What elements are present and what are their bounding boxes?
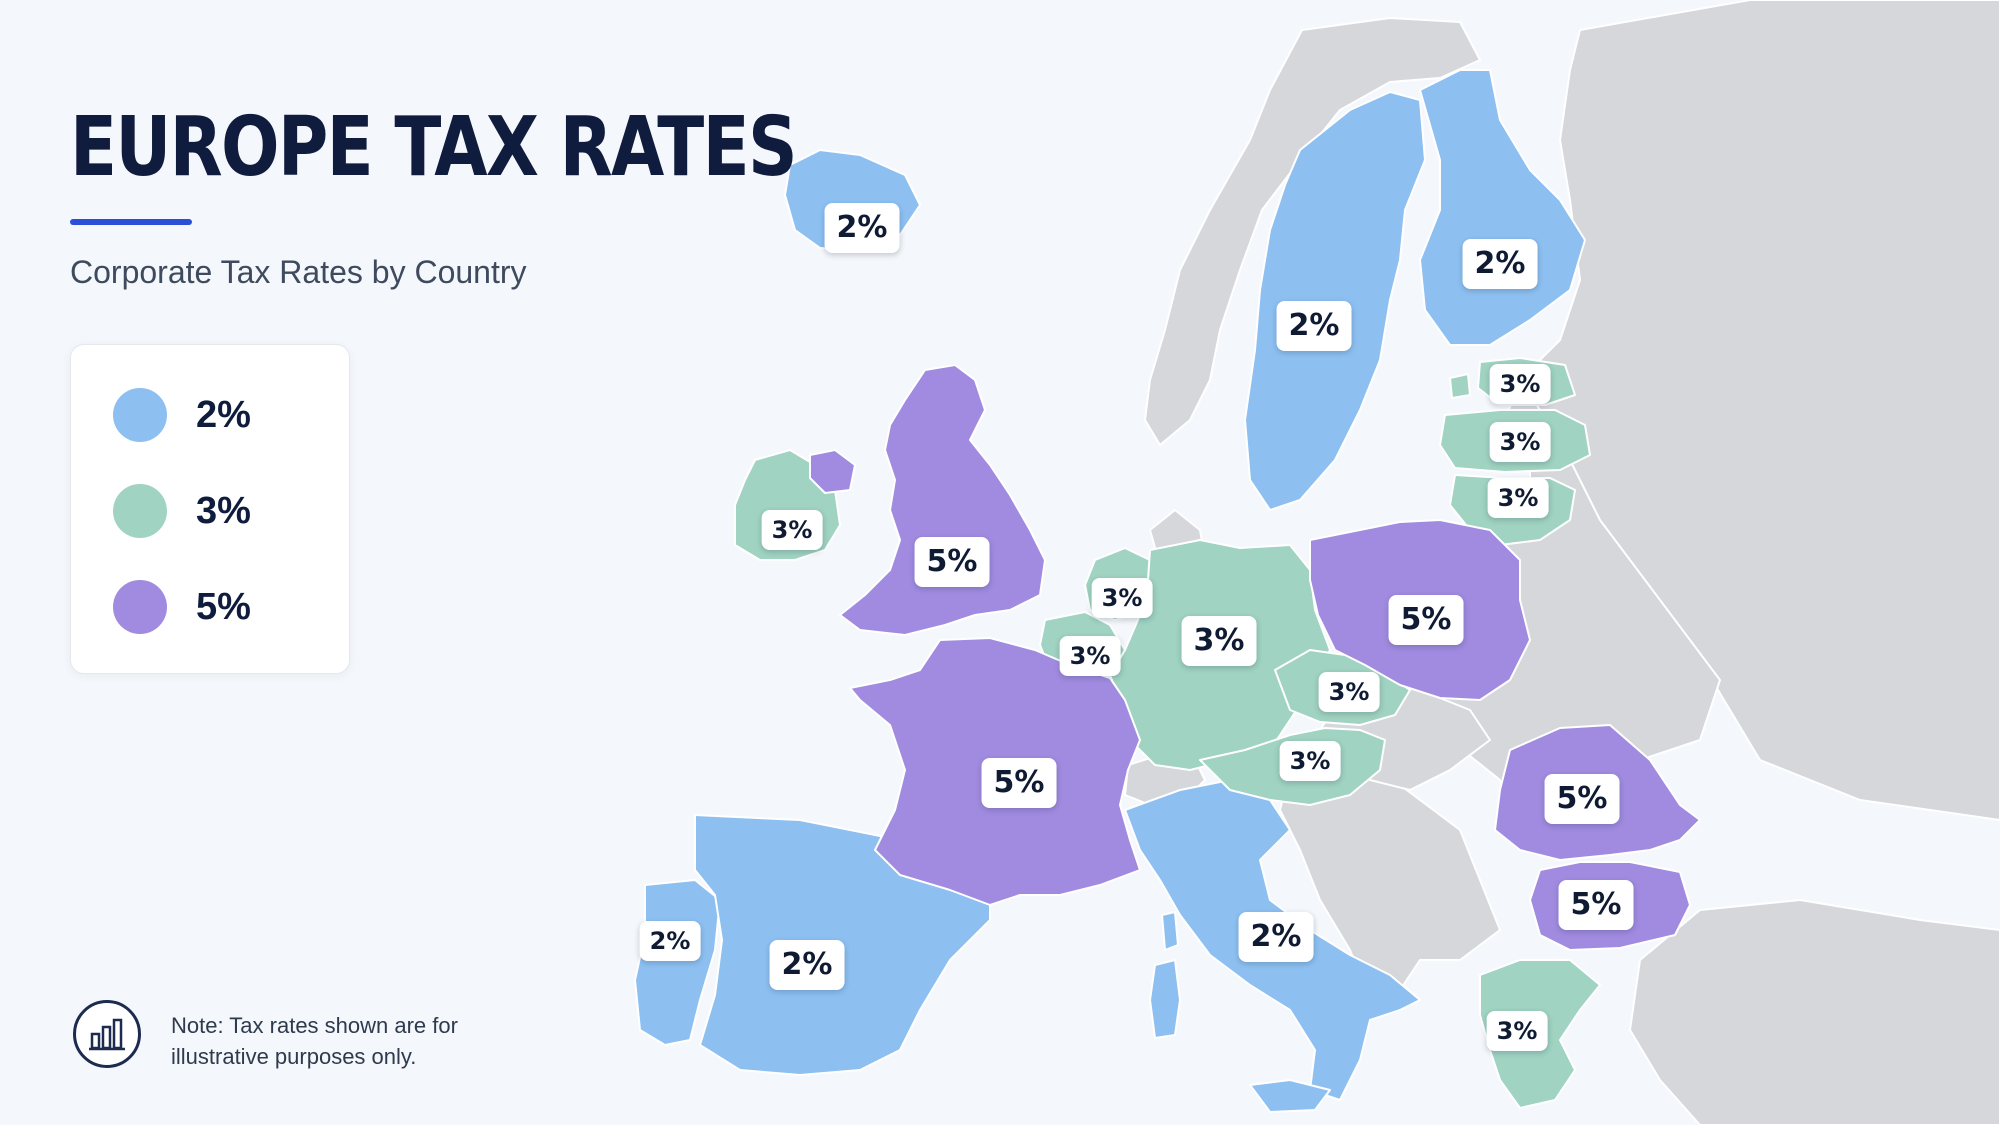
country-united-kingdom [839, 364, 1046, 636]
page-title: EUROPE TAX RATES [70, 100, 798, 195]
country-corsica [1161, 911, 1179, 951]
legend-panel: 2% 3% 5% [70, 344, 350, 674]
title-underline [70, 219, 192, 225]
label-united-kingdom: 5% [914, 537, 990, 587]
label-portugal: 2% [639, 921, 701, 961]
label-latvia: 3% [1489, 422, 1551, 462]
country-finland [1419, 69, 1586, 346]
legend-item-2-percent: 2% [113, 387, 251, 443]
legend-item-3-percent: 3% [113, 483, 251, 539]
country-sicily [1249, 1079, 1331, 1113]
label-netherlands: 3% [1091, 578, 1153, 618]
label-spain: 2% [769, 940, 845, 990]
footnote-line-2: illustrative purposes only. [171, 1044, 417, 1069]
footnote-line-1: Note: Tax rates shown are for [171, 1013, 458, 1038]
legend-label: 5% [196, 585, 251, 628]
label-austria: 3% [1279, 741, 1341, 781]
legend-item-5-percent: 5% [113, 579, 251, 635]
legend-swatch [113, 484, 167, 538]
label-estonia: 3% [1489, 364, 1551, 404]
label-sweden: 2% [1276, 301, 1352, 351]
label-belgium: 3% [1059, 636, 1121, 676]
label-ireland: 3% [761, 510, 823, 550]
label-iceland: 2% [824, 203, 900, 253]
label-italy: 2% [1238, 912, 1314, 962]
label-germany: 3% [1181, 616, 1257, 666]
legend-label: 2% [196, 393, 251, 436]
label-france: 5% [981, 758, 1057, 808]
label-romania: 5% [1544, 774, 1620, 824]
label-finland: 2% [1462, 239, 1538, 289]
legend-swatch [113, 388, 167, 442]
country-estonia-island [1449, 373, 1471, 399]
country-northern-ireland [809, 449, 856, 494]
label-greece: 3% [1486, 1011, 1548, 1051]
label-bulgaria: 5% [1558, 880, 1634, 930]
footnote: Note: Tax rates shown are for illustrati… [171, 1010, 511, 1072]
legend-label: 3% [196, 489, 251, 532]
label-poland: 5% [1388, 595, 1464, 645]
country-sardinia [1149, 959, 1181, 1039]
bar-chart-icon [73, 1000, 141, 1068]
land-turkey [1629, 899, 2000, 1125]
page-subtitle: Corporate Tax Rates by Country [70, 254, 527, 290]
legend-swatch [113, 580, 167, 634]
label-czechia: 3% [1318, 672, 1380, 712]
label-lithuania: 3% [1487, 478, 1549, 518]
